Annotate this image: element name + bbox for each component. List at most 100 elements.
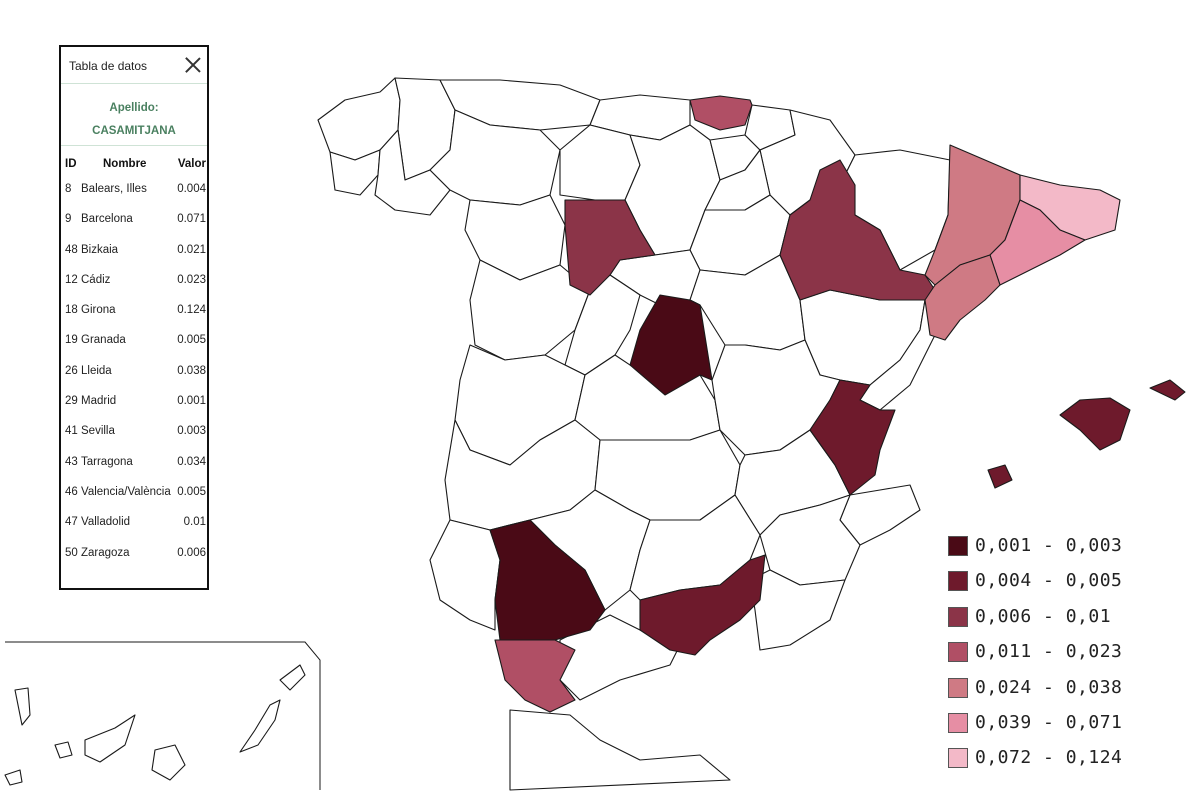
column-name: Nombre xyxy=(103,158,147,170)
table-row[interactable]: 12 Cádiz 0.023 xyxy=(61,267,207,297)
table-row[interactable]: 18 Girona 0.124 xyxy=(61,297,207,327)
row-id: 18 xyxy=(65,304,78,317)
row-id: 9 xyxy=(65,213,72,226)
island-el-hierro[interactable] xyxy=(4,769,23,786)
ceuta-frame xyxy=(509,709,731,791)
row-id: 26 xyxy=(65,364,78,377)
row-name: Cádiz xyxy=(81,273,111,286)
row-value: 0.001 xyxy=(177,395,206,408)
mainland-provinces xyxy=(317,77,951,791)
island-gran-canaria[interactable] xyxy=(151,744,186,781)
province-granada[interactable] xyxy=(639,554,766,656)
province-mallorca[interactable] xyxy=(1059,397,1131,451)
legend-label: 0,039 - 0,071 xyxy=(975,711,1123,733)
table-row[interactable]: 43 Tarragona 0.034 xyxy=(61,449,207,479)
row-name: Valladolid xyxy=(81,516,131,529)
province-menorca[interactable] xyxy=(1149,379,1186,401)
row-name: Granada xyxy=(81,334,126,347)
legend-label: 0,024 - 0,038 xyxy=(975,676,1123,698)
row-name: Lleida xyxy=(81,364,112,377)
row-id: 29 xyxy=(65,395,78,408)
row-value: 0.023 xyxy=(177,273,206,286)
palencia[interactable] xyxy=(559,124,641,201)
island-la-gomera[interactable] xyxy=(54,741,73,759)
row-id: 8 xyxy=(65,183,72,195)
row-id: 41 xyxy=(65,425,78,438)
island-tenerife[interactable] xyxy=(84,714,136,763)
row-id: 12 xyxy=(65,273,78,286)
row-id: 47 xyxy=(65,516,78,529)
legend-label: 0,011 - 0,023 xyxy=(975,641,1123,663)
table-row[interactable]: 8 Balears, Illes 0.004 xyxy=(61,176,207,206)
legend-swatch xyxy=(948,642,968,663)
row-id: 48 xyxy=(65,243,78,256)
column-id: ID xyxy=(65,158,77,170)
province-cadiz[interactable] xyxy=(494,639,576,713)
province-ibiza[interactable] xyxy=(987,464,1013,489)
row-name: Sevilla xyxy=(81,425,115,438)
row-value: 0.005 xyxy=(177,485,206,498)
row-name: Barcelona xyxy=(81,213,133,226)
province-valladolid[interactable] xyxy=(564,199,656,296)
table-row[interactable]: 41 Sevilla 0.003 xyxy=(61,418,207,448)
row-id: 50 xyxy=(65,546,78,559)
row-name: Girona xyxy=(81,304,116,317)
panel-header: Tabla de datos xyxy=(61,47,207,84)
table-row[interactable]: 29 Madrid 0.001 xyxy=(61,388,207,418)
row-id: 43 xyxy=(65,455,78,468)
row-name: Valencia/València xyxy=(81,485,171,498)
province-madrid[interactable] xyxy=(629,294,713,396)
legend-swatch xyxy=(948,748,968,769)
murcia[interactable] xyxy=(759,494,861,586)
row-name: Bizkaia xyxy=(81,243,119,256)
row-name: Madrid xyxy=(81,395,117,408)
province-valencia[interactable] xyxy=(809,379,896,496)
row-value: 0.021 xyxy=(177,243,206,256)
province-bizkaia[interactable] xyxy=(689,95,753,131)
row-value: 0.005 xyxy=(177,334,206,347)
row-id: 46 xyxy=(65,485,78,498)
table-row[interactable]: 26 Lleida 0.038 xyxy=(61,358,207,388)
row-value: 0.038 xyxy=(177,364,206,377)
island-fuerteventura[interactable] xyxy=(239,699,281,753)
row-value: 0.01 xyxy=(183,516,206,529)
row-name: Balears, Illes xyxy=(81,183,147,195)
legend-swatch xyxy=(948,712,968,733)
row-value: 0.004 xyxy=(177,183,206,195)
legend-label: 0,072 - 0,124 xyxy=(975,747,1123,769)
data-table-panel: Tabla de datos Apellido: CASAMITJANA ID … xyxy=(59,45,209,590)
surname-label: Apellido: xyxy=(109,102,159,114)
shaded-provinces xyxy=(489,95,1186,713)
row-value: 0.034 xyxy=(177,455,206,468)
panel-title: Tabla de datos xyxy=(69,59,148,73)
table-row[interactable]: 46 Valencia/València 0.005 xyxy=(61,479,207,509)
table-body: 8 Balears, Illes 0.004 9 Barcelona 0.071 48 Biz… xyxy=(61,176,207,570)
inset-frame xyxy=(5,641,321,790)
table-row[interactable]: 9 Barcelona 0.071 xyxy=(61,206,207,236)
row-id: 19 xyxy=(65,334,78,347)
row-value: 0.124 xyxy=(177,304,206,317)
row-value: 0.006 xyxy=(177,546,206,559)
province-tarragona[interactable] xyxy=(924,254,1001,341)
salamanca[interactable] xyxy=(469,259,591,361)
table-row[interactable]: 19 Granada 0.005 xyxy=(61,327,207,357)
huelva[interactable] xyxy=(429,519,501,631)
table-row[interactable]: 50 Zaragoza 0.006 xyxy=(61,540,207,570)
table-row[interactable]: 48 Bizkaia 0.021 xyxy=(61,237,207,267)
legend-swatch xyxy=(948,571,968,592)
island-lanzarote[interactable] xyxy=(279,664,306,691)
province-barcelona[interactable] xyxy=(989,199,1086,286)
galicia-ourense[interactable] xyxy=(374,129,451,216)
legend-label: 0,001 - 0,003 xyxy=(975,535,1123,556)
legend-swatch xyxy=(948,536,968,556)
table-header: ID Nombre Valor xyxy=(61,150,207,176)
table-row[interactable]: 47 Valladolid 0.01 xyxy=(61,509,207,539)
close-icon[interactable] xyxy=(183,55,203,75)
province-sevilla[interactable] xyxy=(489,519,606,641)
island-la-palma[interactable] xyxy=(14,687,31,726)
row-name: Zaragoza xyxy=(81,546,130,559)
column-value: Valor xyxy=(177,158,206,170)
row-value: 0.071 xyxy=(177,213,206,226)
surname-value: CASAMITJANA xyxy=(61,125,207,146)
